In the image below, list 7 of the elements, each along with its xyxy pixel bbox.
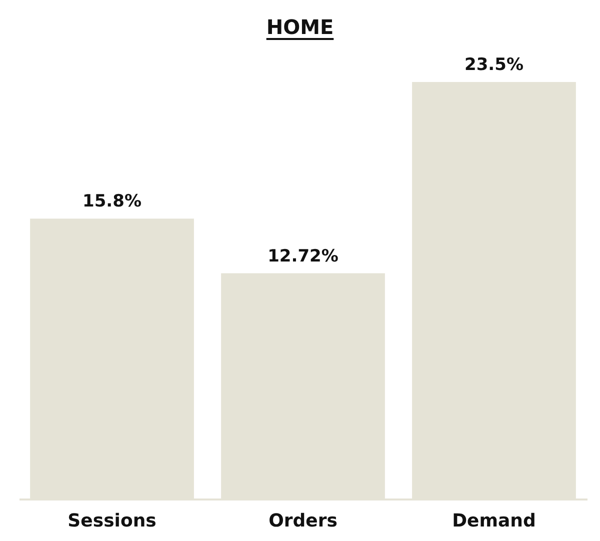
data-label: 15.8% [82,192,142,212]
x-tick-label: Sessions [68,510,156,532]
x-tick-label: Demand [452,510,536,532]
chart-title: HOME [266,15,334,39]
data-label: 12.72% [268,246,338,266]
x-tick-label: Orders [268,510,338,532]
data-label: 23.5% [464,55,524,75]
